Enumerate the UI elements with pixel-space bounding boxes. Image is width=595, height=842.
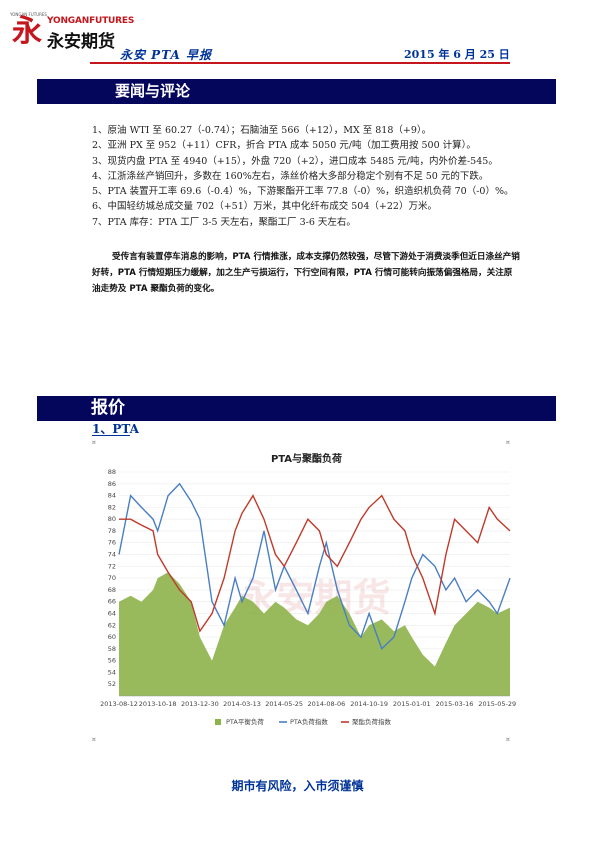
y-tick-label: 70 bbox=[108, 574, 116, 582]
y-tick-label: 54 bbox=[108, 668, 116, 676]
news-item: 5、PTA 装置开工率 69.6（-0.4）%，下游聚酯开工率 77.8（-0）… bbox=[92, 186, 514, 198]
header-divider bbox=[90, 62, 510, 64]
y-tick-label: 64 bbox=[108, 609, 116, 617]
y-tick-label: 56 bbox=[108, 657, 116, 665]
y-tick-label: 82 bbox=[108, 503, 116, 511]
market-commentary: 受传言有装置停车消息的影响，PTA 行情推涨，成本支撑仍然较强，尽管下游处于消费… bbox=[92, 252, 520, 294]
corner-marker-icon: ¤ bbox=[506, 439, 510, 446]
x-tick-label: 2014-10-19 bbox=[350, 700, 388, 708]
series-line-pta-load bbox=[118, 482, 511, 651]
x-tick-label: 2013-12-30 bbox=[181, 700, 219, 708]
y-tick-label: 86 bbox=[108, 480, 116, 488]
news-item: 3、现货内盘 PTA 至 4940（+15），外盘 720（+2），进口成本 5… bbox=[92, 155, 498, 167]
logo-english: YONGANFUTURES bbox=[47, 16, 135, 26]
y-tick-label: 80 bbox=[108, 515, 116, 523]
quote-section-banner: 报价 bbox=[37, 396, 556, 421]
y-tick-label: 72 bbox=[108, 562, 116, 570]
x-tick-label: 2014-08-06 bbox=[307, 700, 345, 708]
pta-subheading: 1、PTA bbox=[92, 422, 139, 436]
news-section-banner: 要闻与评论 bbox=[37, 79, 556, 104]
x-tick-label: 2014-05-25 bbox=[265, 700, 303, 708]
chart-svg: PTA与聚酯负荷 52 54 56 58 60 62 64 66 68 70 72 74 76 78 80 82… bbox=[100, 452, 516, 726]
y-tick-label: 74 bbox=[108, 551, 116, 559]
legend-label: 聚酯负荷指数 bbox=[352, 717, 392, 726]
y-tick-label: 78 bbox=[108, 527, 116, 535]
quote-section-title: 报价 bbox=[91, 398, 125, 418]
chart-title: PTA与聚酯负荷 bbox=[271, 452, 342, 465]
pta-polyester-load-chart: PTA与聚酯负荷 52 54 56 58 60 62 64 66 68 70 72 74 76 78 80 82… bbox=[97, 446, 516, 736]
y-tick-label: 58 bbox=[108, 645, 116, 653]
y-tick-label: 84 bbox=[108, 492, 116, 500]
logo-small-text: YONGAN FUTURES bbox=[10, 12, 47, 17]
x-tick-label: 2015-01-01 bbox=[393, 700, 431, 708]
y-tick-label: 62 bbox=[108, 621, 116, 629]
report-title: 永安 PTA 早报 bbox=[120, 48, 212, 62]
x-tick-label: 2015-05-29 bbox=[478, 700, 516, 708]
y-tick-label: 60 bbox=[108, 633, 116, 641]
x-tick-label: 2015-03-16 bbox=[436, 700, 474, 708]
legend-swatch bbox=[215, 719, 221, 725]
corner-marker-icon: ¤ bbox=[92, 736, 96, 743]
x-tick-label: 2013-08-12 bbox=[100, 700, 138, 708]
news-list: 1、原油 WTI 至 60.27（-0.74）；石脑油至 566（+12），MX… bbox=[92, 123, 532, 230]
logo-chinese: 永安期货 bbox=[47, 32, 115, 52]
series-area-pta-plant bbox=[119, 572, 510, 696]
x-tick-label: 2013-10-18 bbox=[139, 700, 177, 708]
corner-marker-icon: ¤ bbox=[92, 439, 96, 446]
news-item: 1、原油 WTI 至 60.27（-0.74）；石脑油至 566（+12），MX… bbox=[92, 125, 432, 136]
news-item: 4、江浙涤丝产销回升，多数在 160%左右，涤丝价格大多部分稳定个别有不足 50… bbox=[92, 170, 489, 182]
series-line-polyester-load bbox=[119, 494, 511, 633]
y-tick-label: 66 bbox=[108, 598, 116, 606]
watermark-text: 永安期货 bbox=[238, 576, 390, 620]
y-tick-label: 52 bbox=[108, 680, 116, 688]
news-item: 6、中国轻纺城总成交量 702（+51）万米，其中化纤布成交 504（+22）万… bbox=[92, 201, 437, 213]
risk-disclaimer: 期市有风险，入市须谨慎 bbox=[231, 779, 364, 793]
news-item: 2、亚洲 PX 至 952（+11）CFR，折合 PTA 成本 5050 元/吨… bbox=[92, 140, 476, 152]
x-tick-label: 2014-03-13 bbox=[223, 700, 261, 708]
y-tick-label: 76 bbox=[108, 539, 116, 547]
pta-subheading-underline bbox=[92, 435, 130, 436]
logo-icon: 永 bbox=[12, 14, 42, 49]
news-item: 7、PTA 库存：PTA 工厂 3-5 天左右，聚酯工厂 3-6 天左右。 bbox=[92, 216, 356, 228]
legend-label: PTA平衡负荷 bbox=[226, 717, 264, 726]
news-section-title: 要闻与评论 bbox=[115, 82, 191, 100]
legend-label: PTA负荷指数 bbox=[290, 717, 328, 726]
report-date: 2015 年 6 月 25 日 bbox=[404, 48, 510, 61]
y-tick-label: 88 bbox=[108, 468, 116, 476]
y-tick-label: 68 bbox=[108, 586, 116, 594]
corner-marker-icon: ¤ bbox=[506, 736, 510, 743]
